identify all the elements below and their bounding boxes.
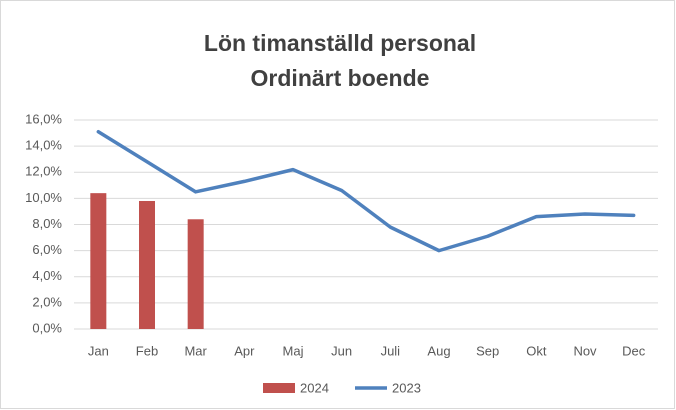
x-tick-label: Jun — [331, 343, 352, 358]
y-tick-label: 10,0% — [25, 190, 62, 205]
y-tick-label: 0,0% — [32, 320, 62, 335]
bar — [139, 200, 155, 329]
bar — [90, 193, 107, 329]
y-tick-label: 6,0% — [32, 242, 62, 257]
legend-label: 2023 — [392, 380, 421, 395]
legend-swatch — [263, 383, 295, 393]
y-tick-label: 8,0% — [32, 216, 62, 231]
x-tick-label: Dec — [622, 343, 646, 358]
x-tick-label: Sep — [476, 343, 499, 358]
x-tick-label: Feb — [136, 343, 158, 358]
x-tick-label: Aug — [427, 343, 450, 358]
x-tick-label: Maj — [283, 343, 304, 358]
bar — [187, 219, 204, 329]
legend-label: 2024 — [300, 380, 329, 395]
chart-title: Lön timanställd personal — [204, 30, 476, 56]
x-tick-label: Juli — [381, 343, 401, 358]
y-tick-label: 12,0% — [25, 164, 62, 179]
chart-title: Ordinärt boende — [251, 65, 430, 91]
x-tick-label: Okt — [526, 343, 547, 358]
y-tick-label: 14,0% — [25, 138, 62, 153]
y-tick-label: 2,0% — [32, 294, 62, 309]
x-tick-label: Nov — [573, 343, 597, 358]
x-tick-label: Mar — [184, 343, 207, 358]
x-tick-label: Apr — [234, 343, 255, 358]
x-tick-label: Jan — [88, 343, 109, 358]
y-tick-label: 4,0% — [32, 268, 62, 283]
line — [96, 130, 636, 253]
y-tick-label: 16,0% — [25, 111, 62, 126]
